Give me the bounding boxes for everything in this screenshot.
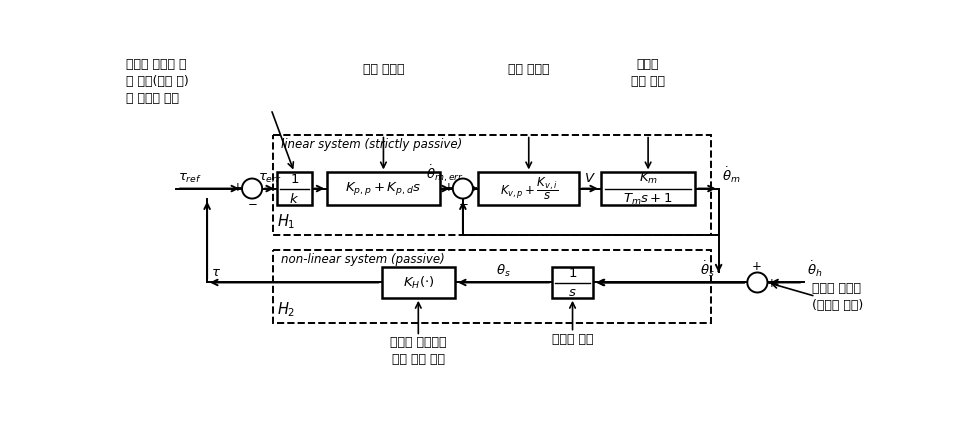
Text: 위치 제어기: 위치 제어기 xyxy=(363,63,405,76)
Text: 외부의 움직임
(없어도 무관): 외부의 움직임 (없어도 무관) xyxy=(811,282,863,312)
Text: $\dot{\theta}_s$: $\dot{\theta}_s$ xyxy=(700,259,715,278)
Text: $V$: $V$ xyxy=(584,172,596,185)
Text: $T_ms+1$: $T_ms+1$ xyxy=(623,192,673,207)
Bar xyxy=(273,135,711,235)
Text: −: − xyxy=(248,198,257,211)
Text: 속도 제어기: 속도 제어기 xyxy=(508,63,550,76)
Text: +: + xyxy=(752,260,761,273)
Bar xyxy=(479,172,579,205)
Circle shape xyxy=(242,178,262,199)
Text: $K_{v,p}+\dfrac{K_{v,i}}{s}$: $K_{v,p}+\dfrac{K_{v,i}}{s}$ xyxy=(499,175,558,202)
Text: $K_{p,p}+K_{p,d}s$: $K_{p,p}+K_{p,d}s$ xyxy=(345,180,421,197)
Bar xyxy=(552,267,593,298)
Text: 1: 1 xyxy=(568,267,577,280)
Text: $s$: $s$ xyxy=(568,286,577,299)
Bar xyxy=(381,267,455,298)
Text: +: + xyxy=(233,181,243,194)
Text: linear system (strictly passive): linear system (strictly passive) xyxy=(281,138,462,151)
Text: $\theta_s$: $\theta_s$ xyxy=(496,263,511,278)
Bar xyxy=(328,172,440,205)
Text: $\dot{\theta}_m$: $\dot{\theta}_m$ xyxy=(722,165,740,185)
Text: $H_2$: $H_2$ xyxy=(277,300,295,319)
Bar xyxy=(601,172,695,205)
Text: $\tau_{err}$: $\tau_{err}$ xyxy=(257,172,282,185)
Bar xyxy=(273,250,711,323)
Text: $k$: $k$ xyxy=(290,192,299,205)
Text: 발명된 히스테리
시스 추정 모델: 발명된 히스테리 시스 추정 모델 xyxy=(390,336,447,366)
Circle shape xyxy=(747,272,767,293)
Text: $\tau$: $\tau$ xyxy=(211,266,221,278)
Text: $K_m$: $K_m$ xyxy=(639,171,657,186)
Text: 1: 1 xyxy=(291,173,298,186)
Text: $\dot{\theta}_h$: $\dot{\theta}_h$ xyxy=(807,260,823,279)
Text: $K_H(\cdot)$: $K_H(\cdot)$ xyxy=(403,275,434,290)
Text: −: − xyxy=(458,198,469,211)
Circle shape xyxy=(452,178,473,199)
Text: $\dot{\theta}_{m,err}$: $\dot{\theta}_{m,err}$ xyxy=(426,163,463,185)
Text: non-linear system (passive): non-linear system (passive) xyxy=(281,253,445,266)
Text: $H_1$: $H_1$ xyxy=(277,212,295,231)
Text: +: + xyxy=(766,277,776,290)
Text: $\tau_{ref}$: $\tau_{ref}$ xyxy=(178,172,203,185)
Text: +: + xyxy=(444,181,453,194)
Bar xyxy=(277,172,312,205)
Text: 속도의 적분: 속도의 적분 xyxy=(552,332,593,345)
Text: 후크의 법칙에 의
해 토크(또는 힘)
을 변위로 변환: 후크의 법칙에 의 해 토크(또는 힘) 을 변위로 변환 xyxy=(126,57,188,105)
Text: 모터의
전달 함수: 모터의 전달 함수 xyxy=(631,57,665,88)
